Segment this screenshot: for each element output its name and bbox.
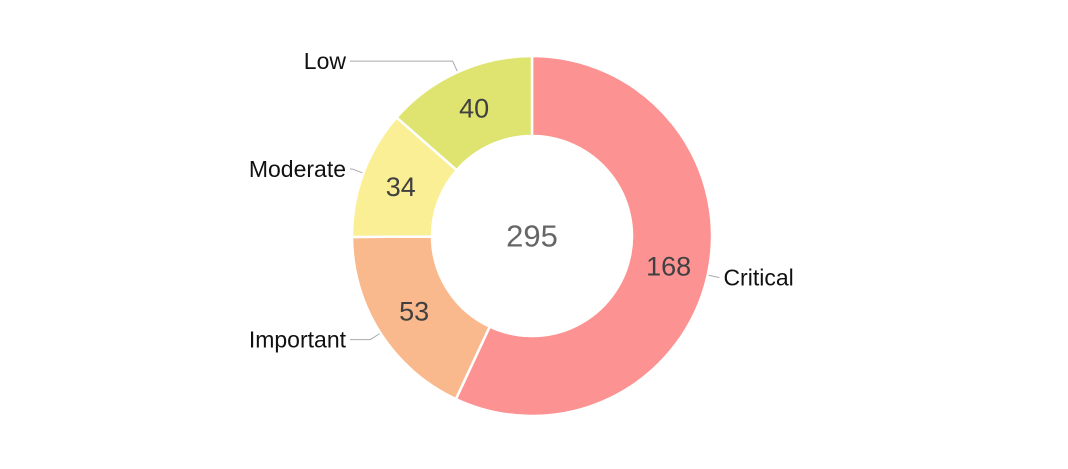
segment-value-low: 40 xyxy=(459,94,489,124)
segment-label-moderate: Moderate xyxy=(249,156,346,182)
donut-segment-low[interactable] xyxy=(395,54,534,172)
segment-value-moderate: 34 xyxy=(386,172,416,202)
segment-value-important: 53 xyxy=(399,297,429,327)
center-total-label: 295 xyxy=(506,219,558,254)
donut-segments-group xyxy=(350,54,714,418)
donut-labels-group: 168 Critical 53 Important 34 Moderate 40 Low xyxy=(249,48,794,352)
segment-label-critical: Critical xyxy=(723,265,793,291)
segment-label-low: Low xyxy=(304,48,347,74)
leader-line-low xyxy=(350,60,458,72)
leader-line-critical xyxy=(708,274,720,279)
leader-line-moderate xyxy=(350,168,363,174)
segment-value-critical: 168 xyxy=(646,251,691,281)
leader-line-important xyxy=(350,333,380,341)
donut-segment-critical[interactable] xyxy=(454,54,714,418)
donut-segment-important[interactable] xyxy=(350,235,491,401)
segment-label-important: Important xyxy=(249,327,347,353)
